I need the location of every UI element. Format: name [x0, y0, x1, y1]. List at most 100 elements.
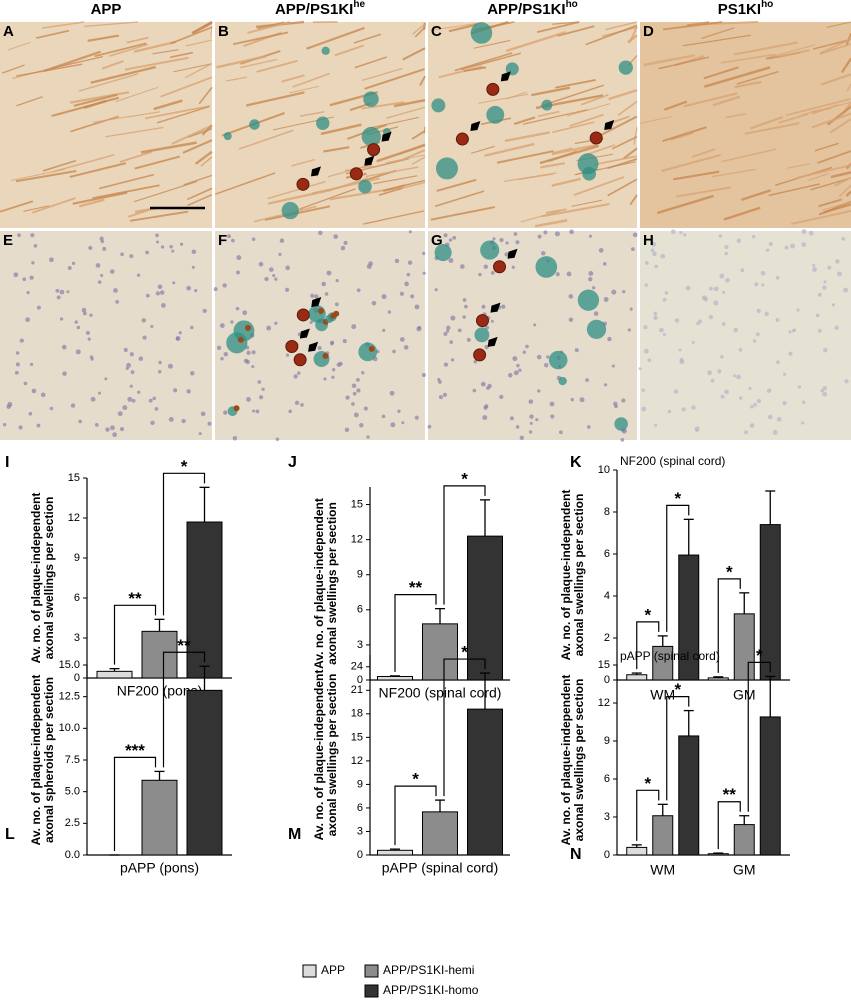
arrowhead: [364, 155, 375, 166]
nucleus: [255, 409, 260, 414]
nucleus: [782, 400, 787, 406]
nucleus: [767, 414, 773, 420]
nucleus: [670, 229, 676, 235]
plaque: [586, 319, 607, 339]
legend-swatch: [364, 964, 379, 978]
fiber: [484, 142, 535, 157]
fiber: [16, 96, 43, 107]
nucleus: [89, 355, 94, 359]
nucleus: [62, 371, 67, 376]
nucleus: [394, 258, 400, 264]
fiber: [361, 101, 405, 110]
fiber: [215, 172, 276, 195]
nucleus: [513, 370, 519, 376]
significance-label: *: [412, 770, 419, 789]
nucleus: [186, 285, 191, 291]
y-tick-label: 8: [604, 506, 610, 518]
nucleus: [481, 304, 486, 309]
nucleus: [522, 350, 527, 354]
significance-bracket: [162, 472, 206, 616]
nucleus: [148, 398, 153, 403]
nucleus: [317, 346, 322, 350]
nucleus: [555, 272, 560, 277]
nucleus: [333, 234, 339, 239]
plaque: [541, 99, 553, 111]
y-tick-label: 3: [357, 825, 363, 837]
fiber: [536, 21, 580, 33]
significance-bracket: [443, 485, 486, 605]
nucleus: [274, 321, 278, 325]
arrowhead: [487, 336, 498, 347]
fiber: [334, 44, 365, 57]
fiber: [662, 21, 723, 31]
nucleus: [708, 314, 714, 320]
nucleus: [679, 231, 683, 235]
nucleus: [512, 356, 518, 362]
fiber: [569, 113, 604, 127]
nucleus: [487, 383, 492, 389]
nucleus: [417, 325, 422, 330]
panel-label: K: [570, 454, 582, 471]
nucleus: [808, 230, 814, 236]
fiber: [291, 158, 316, 167]
header-text: APP: [91, 1, 122, 18]
significance-label: *: [644, 774, 651, 793]
y-tick-label: 3: [604, 811, 610, 823]
bar: [467, 535, 503, 681]
y-tick-label: 9: [74, 552, 80, 564]
nucleus: [112, 432, 118, 438]
nucleus: [275, 437, 280, 441]
nucleus: [323, 377, 327, 381]
nucleus: [588, 277, 593, 282]
nucleus: [511, 265, 515, 269]
y-tick-label: 24: [351, 661, 363, 673]
nucleus: [213, 287, 218, 292]
y-tick-label: 6: [604, 773, 610, 785]
nucleus: [546, 355, 550, 359]
fiber: [152, 49, 179, 55]
fiber: [552, 21, 579, 25]
nucleus: [150, 420, 155, 426]
nucleus: [662, 297, 667, 302]
fiber: [838, 184, 851, 197]
nucleus: [71, 261, 76, 266]
nucleus: [167, 363, 173, 369]
fiber: [289, 85, 319, 94]
y-tick-label: 15: [351, 731, 363, 743]
fiber: [802, 101, 851, 116]
swelling: [367, 143, 381, 157]
bar: [141, 630, 178, 679]
significance-label: **: [128, 589, 142, 608]
plaque: [434, 244, 452, 262]
y-tick-label: 15: [68, 472, 80, 484]
nucleus: [722, 290, 726, 294]
nucleus: [181, 418, 186, 424]
nucleus: [490, 270, 495, 275]
fiber: [703, 66, 771, 88]
nucleus: [765, 248, 770, 252]
fiber: [571, 199, 603, 207]
fiber: [682, 34, 751, 47]
arrowhead: [490, 302, 501, 313]
nucleus: [251, 350, 256, 355]
fiber: [411, 23, 426, 35]
nucleus: [837, 271, 842, 277]
y-tick-label: 3: [357, 639, 363, 651]
fiber: [606, 158, 638, 170]
nucleus: [198, 432, 202, 436]
fiber: [353, 33, 382, 44]
fiber: [545, 208, 567, 214]
y-tick-label: 6: [74, 592, 80, 604]
y-axis-label: axonal swellings per section: [572, 679, 586, 842]
nucleus: [157, 284, 163, 290]
y-tick-label: 9: [357, 778, 363, 790]
arrowhead: [604, 120, 615, 131]
fiber: [69, 91, 130, 104]
nucleus: [790, 243, 796, 249]
nucleus: [752, 339, 757, 343]
nucleus: [788, 330, 792, 334]
panel-label: B: [218, 23, 229, 40]
y-tick-label: 15: [598, 659, 610, 671]
swelling: [293, 353, 307, 367]
nucleus: [585, 378, 589, 383]
